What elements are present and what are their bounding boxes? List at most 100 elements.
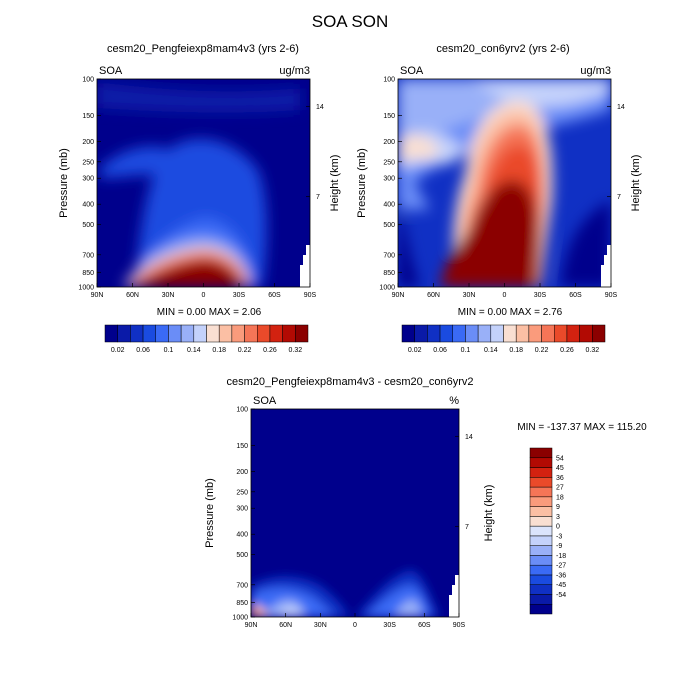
colorbar-label: 0.14	[187, 347, 201, 354]
colorbar-swatch	[155, 324, 169, 343]
y2-tick-label: 7	[316, 194, 320, 201]
colorbar-label: 0.22	[535, 347, 549, 354]
colorbar-label: -3	[556, 533, 562, 540]
x-tick-label: 30S	[233, 292, 246, 299]
y-tick-label: 1000	[379, 285, 395, 292]
colorbar-label: -27	[556, 563, 566, 570]
colorbar-label: 0.14	[484, 347, 498, 354]
y-tick-label: 400	[82, 202, 94, 209]
y-tick-label: 850	[236, 600, 248, 607]
panel-c-ylabel: Pressure (mb)	[204, 478, 216, 548]
y-tick-label: 100	[82, 77, 94, 84]
colorbar-label: 0.32	[289, 347, 303, 354]
panel-b-ylabel: Pressure (mb)	[356, 148, 368, 218]
y-tick-label: 700	[82, 252, 94, 259]
colorbar-swatch	[142, 324, 156, 343]
colorbar-label: 0.06	[136, 347, 150, 354]
colorbar-swatch	[529, 584, 553, 595]
panel-b-right-label: ug/m3	[580, 65, 611, 77]
colorbar-swatch	[529, 467, 553, 478]
colorbar-swatch	[529, 506, 553, 517]
colorbar-swatch	[427, 324, 441, 343]
colorbar-swatch	[477, 324, 492, 343]
x-tick-label: 30N	[162, 292, 175, 299]
y-tick-label: 100	[383, 77, 395, 84]
y-tick-label: 500	[383, 222, 395, 229]
panel-c-stats: MIN = -137.37 MAX = 115.20	[517, 422, 647, 433]
colorbar-label: 0.26	[560, 347, 574, 354]
panel-b: cesm20_con6yrv2 (yrs 2-6) SOA ug/m3	[356, 43, 642, 354]
figure-title: SOA SON	[312, 12, 389, 31]
colorbar-swatch	[579, 324, 593, 343]
colorbar-label: 0.1	[461, 347, 471, 354]
colorbar-swatch	[104, 324, 118, 343]
colorbar-swatch	[269, 324, 283, 343]
colorbar-label: 18	[556, 494, 564, 501]
colorbar-swatch	[439, 324, 453, 343]
x-tick-label: 30N	[463, 292, 476, 299]
panel-a-title: cesm20_Pengfeiexp8mam4v3 (yrs 2-6)	[107, 43, 299, 55]
x-tick-label: 30S	[534, 292, 547, 299]
colorbar-swatch	[529, 545, 553, 556]
x-tick-label: 90N	[91, 292, 104, 299]
colorbar-swatch	[130, 324, 144, 343]
colorbar-swatch	[206, 324, 220, 343]
x-tick-label: 0	[503, 292, 507, 299]
colorbar-swatch	[282, 324, 296, 343]
x-tick-label: 30S	[383, 622, 396, 629]
panel-c-colorbar: 54 45 36 27 18 9 3 0 -3 -9 -18 -27 -36 -45 -54	[529, 447, 566, 615]
panel-a-ylabel: Pressure (mb)	[58, 148, 70, 218]
panel-c-right-label: %	[449, 395, 459, 407]
colorbar-swatch	[592, 324, 606, 343]
colorbar-swatch	[529, 574, 553, 585]
y-tick-label: 850	[383, 270, 395, 277]
y-tick-label: 200	[82, 139, 94, 146]
panel-c-y2label: Height (km)	[483, 485, 495, 542]
colorbar-label: -18	[556, 553, 566, 560]
panel-b-contour-high	[440, 180, 539, 287]
y-tick-label: 250	[236, 489, 248, 496]
colorbar-swatch	[566, 324, 580, 343]
colorbar-swatch	[529, 477, 553, 488]
y-tick-label: 500	[82, 222, 94, 229]
x-tick-label: 60N	[126, 292, 139, 299]
panel-a-field	[97, 79, 310, 287]
panel-a-left-label: SOA	[99, 65, 123, 77]
colorbar-label: 0.18	[509, 347, 523, 354]
x-tick-label: 90S	[304, 292, 317, 299]
colorbar-label: 0.32	[586, 347, 600, 354]
y-tick-label: 1000	[78, 285, 94, 292]
colorbar-label: 0.22	[238, 347, 252, 354]
x-tick-label: 90S	[453, 622, 466, 629]
y-tick-label: 150	[82, 113, 94, 120]
y-tick-label: 200	[236, 469, 248, 476]
colorbar-label: 0.06	[433, 347, 447, 354]
panel-b-stats: MIN = 0.00 MAX = 2.76	[458, 307, 563, 318]
colorbar-swatch	[490, 324, 504, 343]
colorbar-label: -36	[556, 572, 566, 579]
y2-tick-label: 14	[465, 434, 473, 441]
colorbar-swatch	[529, 486, 553, 498]
panel-a-right-label: ug/m3	[279, 65, 310, 77]
colorbar-label: 0.02	[111, 347, 125, 354]
y-tick-label: 150	[236, 443, 248, 450]
colorbar-swatch	[528, 324, 542, 343]
colorbar-label: 9	[556, 504, 560, 511]
colorbar-label: -54	[556, 592, 566, 599]
x-tick-label: 90S	[605, 292, 618, 299]
x-tick-label: 60N	[279, 622, 292, 629]
colorbar-swatch	[193, 324, 207, 343]
y-tick-label: 700	[383, 252, 395, 259]
colorbar-label: -9	[556, 543, 562, 550]
colorbar-swatch	[295, 324, 309, 343]
colorbar-swatch	[244, 324, 258, 343]
colorbar-swatch	[168, 324, 182, 343]
y-tick-label: 300	[383, 176, 395, 183]
y2-tick-label: 7	[617, 194, 621, 201]
y-tick-label: 400	[383, 202, 395, 209]
x-tick-label: 0	[353, 622, 357, 629]
colorbar-swatch	[529, 564, 553, 576]
